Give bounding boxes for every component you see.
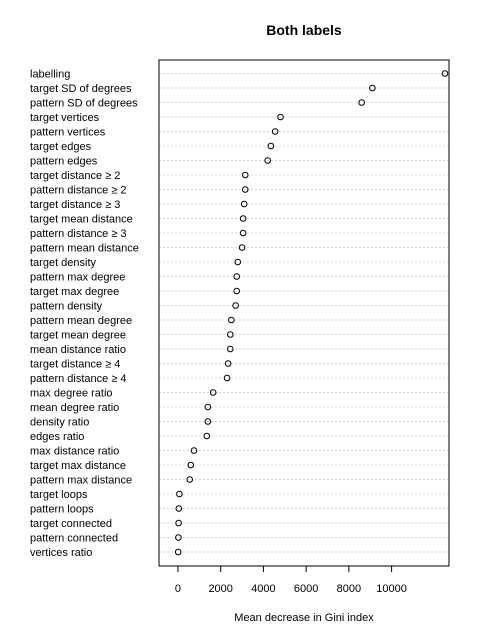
- category-label: pattern SD of degrees: [30, 98, 138, 110]
- chart-title: Both labels: [266, 22, 342, 38]
- data-point: [176, 490, 183, 498]
- category-label: mean distance ratio: [30, 344, 126, 356]
- category-label: density ratio: [30, 417, 89, 429]
- data-point: [234, 258, 242, 266]
- data-point: [267, 142, 275, 150]
- data-point: [204, 418, 212, 425]
- category-label: pattern distance ≥ 3: [30, 228, 127, 240]
- category-label: pattern vertices: [30, 127, 106, 139]
- category-label: pattern distance ≥ 2: [30, 185, 127, 197]
- category-label: mean degree ratio: [30, 402, 119, 414]
- category-label: pattern max distance: [30, 475, 132, 487]
- data-point: [441, 70, 449, 77]
- x-tick-label: 10000: [376, 583, 407, 595]
- category-label: labelling: [30, 69, 70, 81]
- x-axis: 0 2000 4000 6000 8000 10000: [175, 566, 407, 595]
- category-label: pattern distance ≥ 4: [30, 373, 127, 385]
- data-points: [174, 70, 449, 556]
- data-point: [209, 389, 217, 396]
- data-point: [232, 302, 239, 309]
- category-label: pattern loops: [30, 504, 94, 516]
- grid-lines: [159, 73, 449, 553]
- category-labels: labelling target SD of degrees pattern SD …: [30, 69, 139, 560]
- category-label: target max distance: [30, 460, 126, 472]
- category-label: pattern max degree: [30, 272, 125, 284]
- category-label: target mean distance: [30, 214, 133, 226]
- data-point: [228, 316, 235, 324]
- x-tick-label: 6000: [294, 583, 318, 595]
- category-label: pattern connected: [30, 533, 118, 545]
- category-label: target distance ≥ 4: [30, 359, 120, 371]
- x-tick-label: 8000: [337, 583, 361, 595]
- data-point: [203, 432, 211, 440]
- category-label: target loops: [30, 489, 88, 501]
- x-tick-label: 2000: [208, 583, 232, 595]
- data-point: [175, 519, 182, 527]
- data-point: [187, 461, 195, 469]
- category-label: vertices ratio: [30, 547, 92, 559]
- data-point: [204, 403, 212, 411]
- category-label: pattern mean distance: [30, 243, 139, 255]
- data-point: [241, 186, 249, 193]
- data-point: [239, 229, 247, 237]
- category-label: target max degree: [30, 286, 119, 298]
- data-point: [238, 244, 246, 251]
- data-point: [239, 215, 247, 222]
- data-point: [233, 273, 240, 280]
- category-label: target vertices: [30, 112, 100, 124]
- category-label: edges ratio: [30, 431, 84, 443]
- category-label: pattern mean degree: [30, 315, 132, 327]
- category-label: max degree ratio: [30, 388, 113, 400]
- category-label: target edges: [30, 141, 92, 153]
- data-point: [271, 128, 279, 135]
- category-label: target mean degree: [30, 330, 126, 342]
- x-axis-title: Mean decrease in Gini index: [234, 612, 374, 624]
- category-label: target density: [30, 257, 97, 269]
- data-point: [223, 374, 231, 382]
- category-label: max distance ratio: [30, 446, 119, 458]
- category-label: pattern edges: [30, 156, 98, 168]
- x-tick-label: 0: [175, 583, 181, 595]
- data-point: [264, 157, 271, 164]
- data-point: [175, 534, 182, 541]
- data-point: [240, 200, 248, 208]
- data-point: [224, 360, 232, 367]
- category-label: target distance ≥ 2: [30, 170, 120, 182]
- data-point: [227, 345, 234, 353]
- data-point: [358, 99, 365, 106]
- data-point: [233, 287, 240, 295]
- category-label: target connected: [30, 518, 112, 530]
- data-point: [186, 476, 193, 483]
- data-point: [277, 113, 284, 121]
- data-point: [175, 505, 183, 512]
- data-point: [190, 447, 198, 454]
- data-point: [174, 548, 182, 556]
- category-label: pattern density: [30, 301, 103, 313]
- category-label: target distance ≥ 3: [30, 199, 120, 211]
- x-tick-label: 4000: [251, 583, 275, 595]
- data-point: [369, 84, 376, 92]
- data-point: [241, 171, 249, 179]
- plot-frame: [158, 59, 450, 567]
- category-label: target SD of degrees: [30, 83, 132, 95]
- data-point: [227, 331, 234, 338]
